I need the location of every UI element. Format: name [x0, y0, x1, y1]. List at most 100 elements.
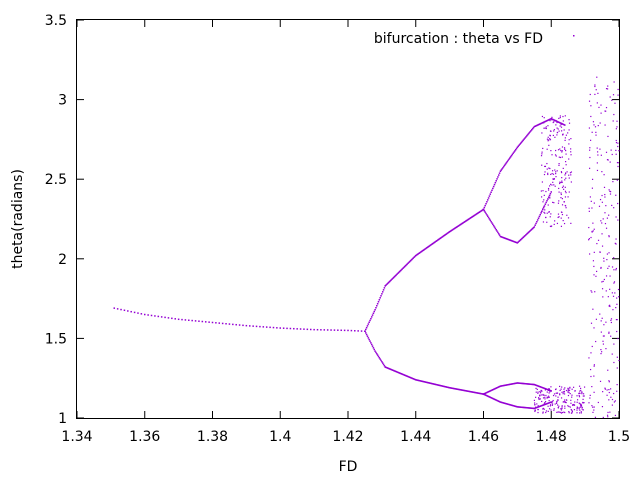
data-point	[606, 259, 608, 261]
data-point	[544, 165, 546, 168]
data-point	[595, 340, 597, 343]
data-point	[542, 190, 544, 192]
data-point	[525, 136, 527, 138]
data-point	[154, 315, 156, 317]
data-point	[387, 281, 390, 284]
data-point	[511, 383, 514, 385]
data-point	[616, 303, 618, 305]
data-point	[420, 250, 423, 253]
data-point	[428, 382, 431, 384]
data-point	[554, 220, 556, 222]
data-point	[503, 402, 506, 405]
data-point	[181, 318, 183, 321]
data-point	[426, 381, 429, 384]
data-point	[506, 160, 508, 163]
data-point	[526, 134, 529, 136]
data-point	[525, 383, 527, 385]
data-point	[545, 120, 547, 122]
data-point	[613, 257, 615, 259]
data-point	[421, 250, 424, 252]
data-point	[496, 387, 498, 389]
data-point	[567, 387, 569, 389]
data-point	[604, 124, 606, 126]
data-point	[517, 406, 519, 408]
data-point	[194, 320, 197, 322]
data-point	[616, 126, 618, 128]
data-point	[501, 236, 503, 238]
data-point	[579, 387, 582, 390]
data-point	[415, 379, 418, 381]
data-point	[568, 390, 570, 392]
data-point	[514, 382, 517, 385]
data-point	[388, 368, 391, 370]
data-point	[611, 99, 613, 101]
data-point	[601, 245, 604, 247]
data-point	[116, 308, 119, 310]
data-point	[569, 172, 572, 174]
data-point	[510, 404, 513, 406]
data-point	[478, 211, 481, 213]
data-point	[588, 226, 590, 229]
data-point	[613, 401, 616, 403]
data-point	[568, 143, 570, 145]
data-point	[557, 399, 559, 401]
data-point	[546, 168, 548, 170]
data-point	[456, 225, 458, 228]
data-point	[617, 202, 619, 205]
data-point	[487, 395, 490, 398]
data-point	[516, 146, 519, 149]
data-point	[559, 385, 561, 388]
data-point	[509, 404, 512, 406]
data-point	[535, 222, 537, 225]
data-point	[604, 193, 606, 196]
data-point	[525, 383, 528, 385]
data-point	[440, 236, 442, 239]
data-point	[550, 225, 552, 228]
data-point	[570, 181, 572, 183]
data-point	[445, 233, 447, 235]
data-point	[503, 164, 506, 167]
data-point	[608, 236, 610, 238]
data-point	[536, 406, 538, 409]
data-point	[545, 216, 547, 219]
data-point	[600, 320, 602, 322]
data-point	[491, 222, 493, 224]
data-point	[430, 382, 432, 385]
data-point	[455, 388, 458, 390]
data-point	[593, 391, 595, 393]
data-point	[542, 206, 545, 209]
data-point	[238, 324, 241, 326]
data-point	[429, 382, 431, 384]
data-point	[147, 314, 149, 316]
data-point	[613, 207, 615, 209]
data-point	[510, 383, 513, 385]
data-point	[526, 232, 529, 235]
data-point	[536, 220, 538, 223]
data-point	[492, 185, 495, 188]
data-point	[566, 399, 568, 401]
data-point	[557, 149, 560, 151]
data-point	[589, 93, 591, 96]
data-point	[547, 189, 550, 191]
data-point	[508, 403, 510, 406]
data-point	[544, 398, 546, 400]
data-point	[595, 318, 597, 320]
data-point	[560, 411, 562, 413]
data-point	[602, 340, 604, 342]
data-point	[558, 117, 560, 120]
data-point	[541, 181, 543, 183]
data-point	[568, 410, 570, 413]
data-point	[370, 317, 372, 320]
data-point	[503, 237, 505, 239]
data-point	[578, 392, 580, 395]
data-point	[372, 312, 375, 315]
data-point	[538, 398, 541, 400]
data-point	[589, 147, 591, 149]
data-point	[602, 391, 604, 393]
data-point	[454, 388, 457, 390]
data-point	[469, 217, 471, 220]
data-point	[520, 382, 522, 385]
data-point	[367, 337, 370, 339]
data-point	[421, 380, 424, 383]
data-point	[208, 321, 210, 323]
